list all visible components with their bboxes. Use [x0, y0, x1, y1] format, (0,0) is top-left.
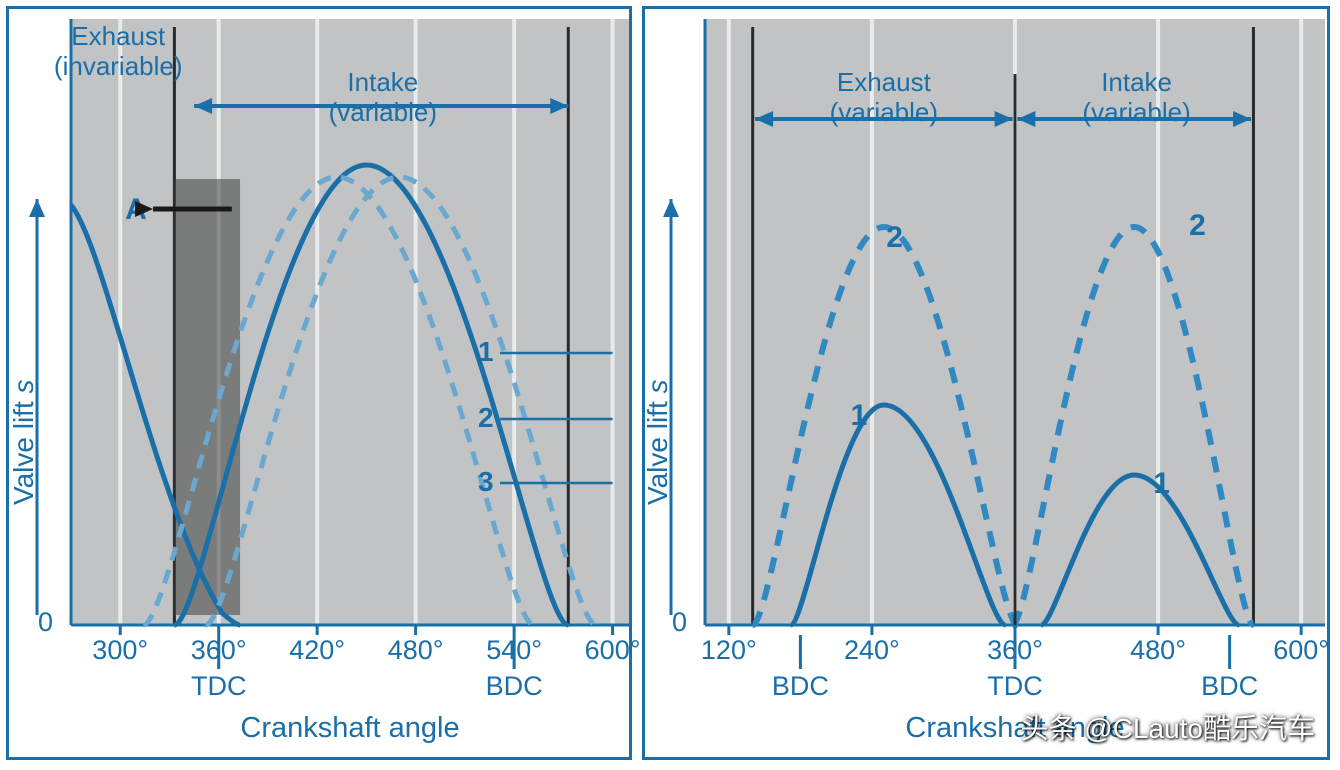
- watermark-text: 头条 @CLauto酷乐汽车: [1021, 707, 1316, 747]
- svg-text:1: 1: [478, 336, 494, 367]
- svg-text:240°: 240°: [844, 635, 900, 665]
- right-panel: 120°240°360°480°600°TDCBDCBDCCrankshaft …: [642, 6, 1330, 760]
- svg-text:Intake: Intake: [1101, 67, 1172, 97]
- svg-text:2: 2: [478, 402, 494, 433]
- svg-text:TDC: TDC: [191, 671, 247, 701]
- svg-text:300°: 300°: [92, 635, 148, 665]
- svg-text:Exhaust: Exhaust: [71, 21, 166, 51]
- svg-text:Exhaust: Exhaust: [837, 67, 932, 97]
- svg-text:480°: 480°: [1130, 635, 1186, 665]
- svg-text:Crankshaft angle: Crankshaft angle: [240, 712, 459, 744]
- svg-text:420°: 420°: [289, 635, 345, 665]
- left-svg-layer: 300°360°420°480°540°600°TDCBDCCrankshaft…: [9, 9, 629, 757]
- svg-text:0: 0: [38, 607, 53, 637]
- svg-text:600°: 600°: [585, 635, 641, 665]
- svg-text:Valve lift s: Valve lift s: [642, 379, 673, 505]
- svg-text:3: 3: [478, 466, 494, 497]
- svg-text:(variable): (variable): [830, 97, 938, 127]
- right-svg-layer: 120°240°360°480°600°TDCBDCBDCCrankshaft …: [645, 9, 1327, 757]
- svg-text:1: 1: [1153, 467, 1170, 500]
- svg-text:BDC: BDC: [772, 671, 829, 701]
- svg-text:600°: 600°: [1273, 635, 1329, 665]
- svg-text:Valve lift s: Valve lift s: [8, 379, 39, 505]
- svg-text:BDC: BDC: [486, 671, 543, 701]
- svg-text:0: 0: [672, 607, 687, 637]
- svg-text:(invariable): (invariable): [54, 51, 183, 81]
- left-panel: 300°360°420°480°540°600°TDCBDCCrankshaft…: [6, 6, 632, 760]
- svg-text:2: 2: [1189, 209, 1206, 242]
- svg-text:2: 2: [886, 221, 903, 254]
- svg-text:TDC: TDC: [987, 671, 1043, 701]
- svg-text:(variable): (variable): [329, 97, 437, 127]
- svg-text:480°: 480°: [388, 635, 444, 665]
- svg-text:(variable): (variable): [1082, 97, 1190, 127]
- svg-text:Intake: Intake: [347, 67, 418, 97]
- svg-text:BDC: BDC: [1201, 671, 1258, 701]
- svg-text:120°: 120°: [701, 635, 757, 665]
- svg-text:1: 1: [850, 399, 867, 432]
